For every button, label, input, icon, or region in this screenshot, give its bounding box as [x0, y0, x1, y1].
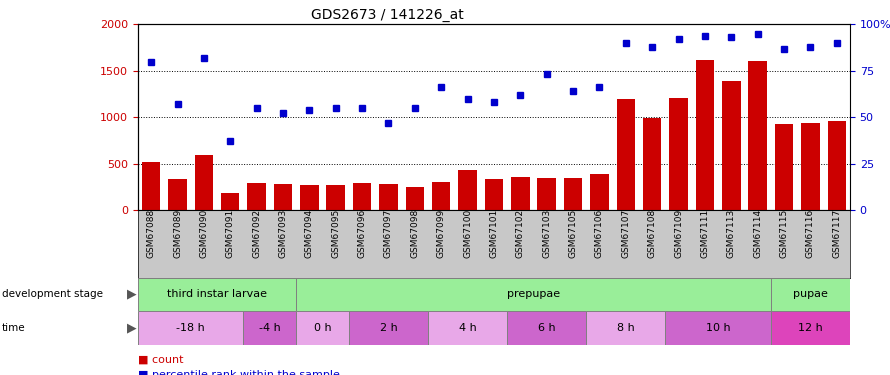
- Text: 0 h: 0 h: [314, 323, 331, 333]
- Text: 8 h: 8 h: [617, 323, 635, 333]
- Text: ▶: ▶: [127, 322, 136, 334]
- Bar: [775, 124, 793, 210]
- Bar: [244, 311, 296, 345]
- Bar: [300, 185, 319, 210]
- Bar: [643, 118, 661, 210]
- Bar: [696, 60, 714, 210]
- Text: ■ count: ■ count: [138, 355, 183, 365]
- Bar: [722, 81, 740, 210]
- Bar: [748, 61, 767, 210]
- Bar: [195, 155, 213, 210]
- Bar: [458, 170, 477, 210]
- Bar: [296, 311, 349, 345]
- Text: pupae: pupae: [793, 290, 828, 299]
- Text: third instar larvae: third instar larvae: [167, 290, 267, 299]
- Bar: [828, 121, 846, 210]
- Bar: [138, 278, 296, 311]
- Bar: [507, 311, 587, 345]
- Bar: [485, 179, 503, 210]
- Text: 4 h: 4 h: [458, 323, 476, 333]
- Text: -18 h: -18 h: [176, 323, 205, 333]
- Text: 10 h: 10 h: [706, 323, 731, 333]
- Bar: [296, 278, 771, 311]
- Bar: [511, 177, 530, 210]
- Bar: [168, 179, 187, 210]
- Bar: [327, 185, 345, 210]
- Text: prepupae: prepupae: [507, 290, 560, 299]
- Text: 2 h: 2 h: [380, 323, 397, 333]
- Bar: [138, 311, 244, 345]
- Bar: [564, 178, 582, 210]
- Text: -4 h: -4 h: [259, 323, 280, 333]
- Text: ■ percentile rank within the sample: ■ percentile rank within the sample: [138, 370, 340, 375]
- Text: 6 h: 6 h: [538, 323, 555, 333]
- Text: ▶: ▶: [127, 288, 136, 301]
- Text: time: time: [2, 323, 26, 333]
- Bar: [590, 174, 609, 210]
- Bar: [771, 278, 850, 311]
- Text: development stage: development stage: [2, 290, 102, 299]
- Bar: [771, 311, 850, 345]
- Bar: [221, 193, 239, 210]
- Bar: [432, 182, 450, 210]
- Bar: [801, 123, 820, 210]
- Bar: [274, 184, 292, 210]
- Bar: [379, 184, 398, 210]
- Bar: [587, 311, 666, 345]
- Bar: [142, 162, 160, 210]
- Bar: [352, 183, 371, 210]
- Bar: [617, 99, 635, 210]
- Bar: [247, 183, 266, 210]
- Bar: [538, 178, 556, 210]
- Text: 12 h: 12 h: [798, 323, 822, 333]
- Title: GDS2673 / 141226_at: GDS2673 / 141226_at: [311, 8, 464, 22]
- Bar: [669, 98, 688, 210]
- Bar: [666, 311, 771, 345]
- Bar: [428, 311, 507, 345]
- Bar: [406, 187, 424, 210]
- Bar: [349, 311, 428, 345]
